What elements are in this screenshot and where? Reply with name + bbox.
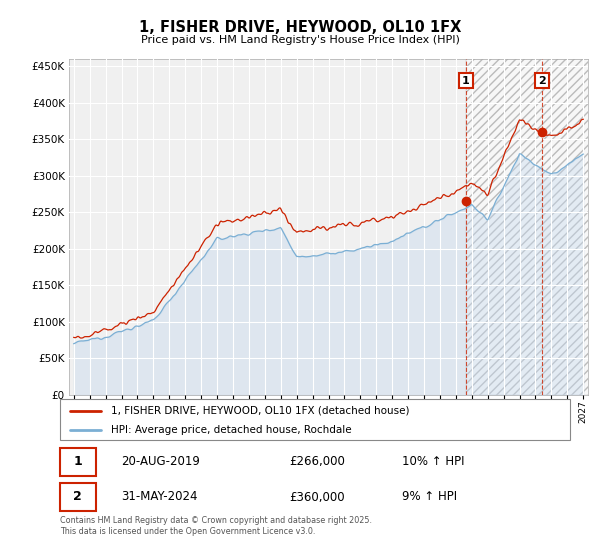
FancyBboxPatch shape xyxy=(60,448,96,475)
Text: Contains HM Land Registry data © Crown copyright and database right 2025.
This d: Contains HM Land Registry data © Crown c… xyxy=(60,516,372,536)
Bar xyxy=(466,59,591,395)
Text: 20-AUG-2019: 20-AUG-2019 xyxy=(121,455,200,468)
Text: 1: 1 xyxy=(462,76,470,86)
FancyBboxPatch shape xyxy=(60,399,570,440)
Text: 9% ↑ HPI: 9% ↑ HPI xyxy=(402,491,457,503)
Text: 2: 2 xyxy=(538,76,546,86)
Text: £360,000: £360,000 xyxy=(290,491,345,503)
FancyBboxPatch shape xyxy=(60,483,96,511)
Text: 1: 1 xyxy=(73,455,82,468)
Text: 1, FISHER DRIVE, HEYWOOD, OL10 1FX (detached house): 1, FISHER DRIVE, HEYWOOD, OL10 1FX (deta… xyxy=(111,405,409,416)
Text: 10% ↑ HPI: 10% ↑ HPI xyxy=(402,455,464,468)
Text: Price paid vs. HM Land Registry's House Price Index (HPI): Price paid vs. HM Land Registry's House … xyxy=(140,35,460,45)
Text: HPI: Average price, detached house, Rochdale: HPI: Average price, detached house, Roch… xyxy=(111,424,352,435)
Bar xyxy=(466,59,591,395)
Text: 1, FISHER DRIVE, HEYWOOD, OL10 1FX: 1, FISHER DRIVE, HEYWOOD, OL10 1FX xyxy=(139,20,461,35)
Text: £266,000: £266,000 xyxy=(290,455,346,468)
Text: 2: 2 xyxy=(73,491,82,503)
Text: 31-MAY-2024: 31-MAY-2024 xyxy=(121,491,198,503)
